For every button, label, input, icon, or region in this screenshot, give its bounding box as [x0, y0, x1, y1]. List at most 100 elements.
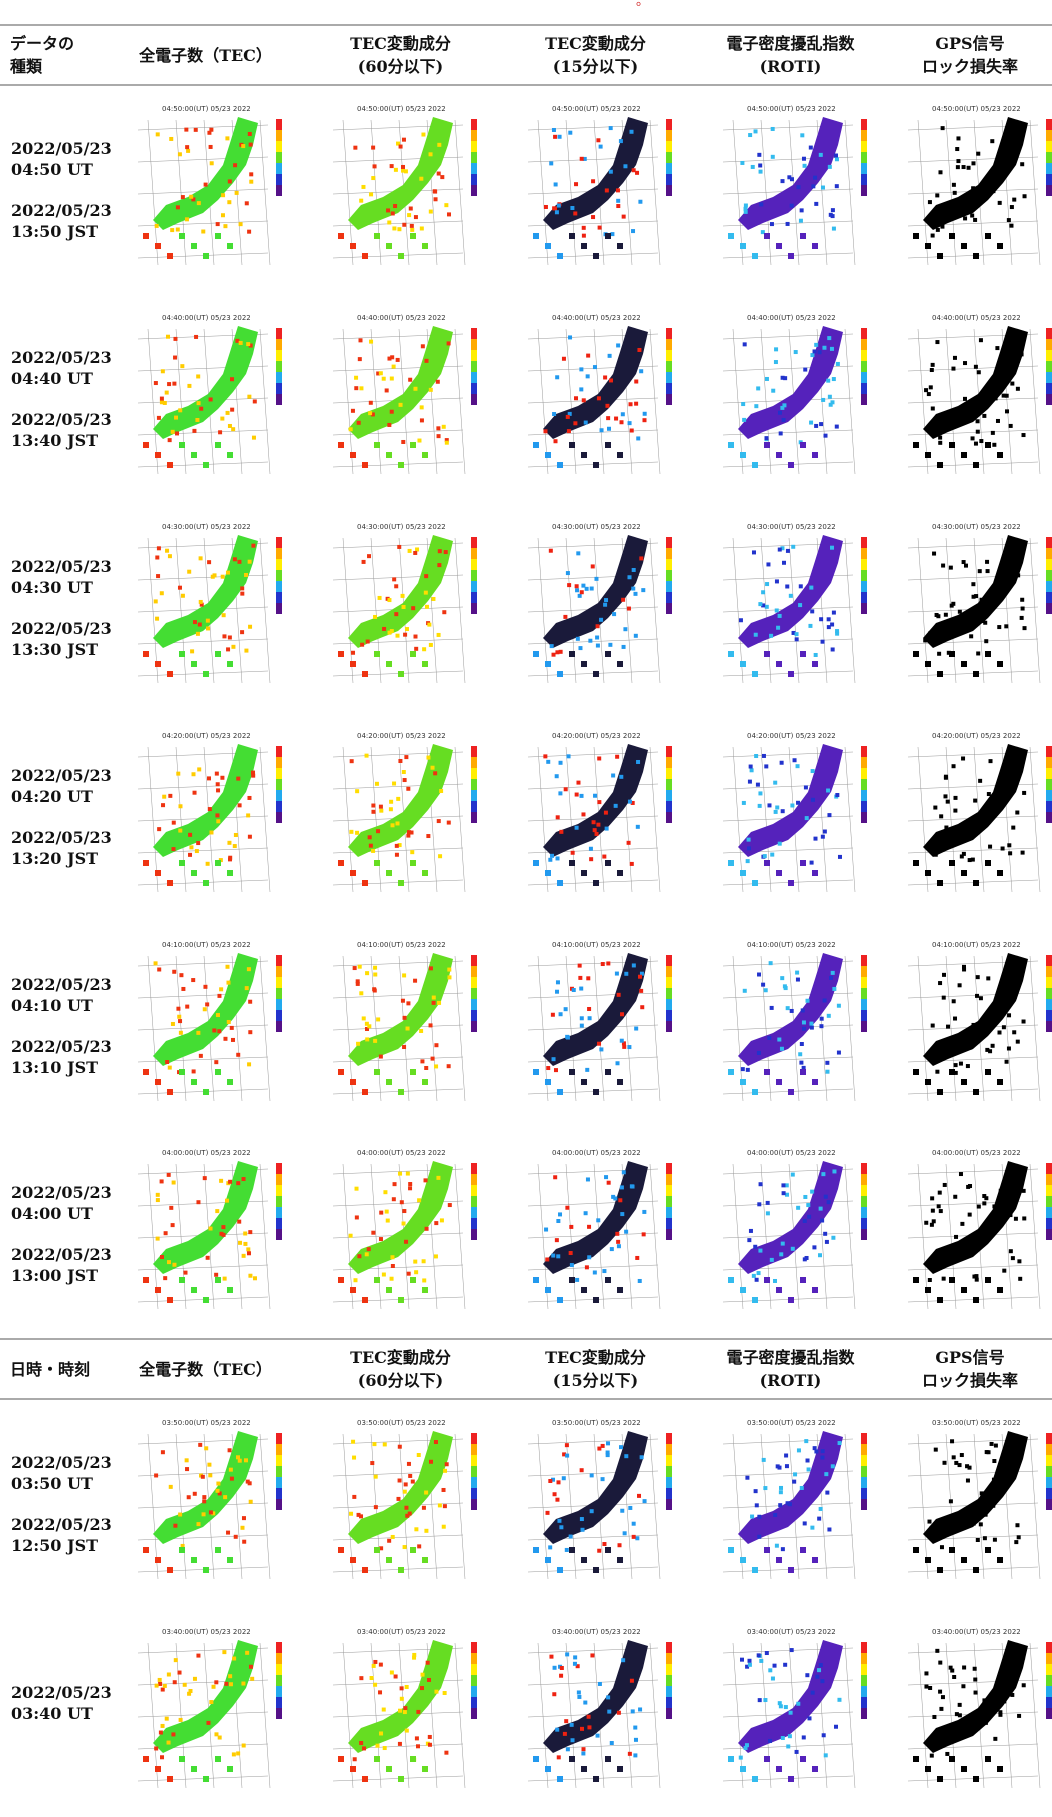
map-title: 04:20:00(UT) 05/23 2022	[552, 731, 641, 740]
column-header-line1: 電子密度擾乱指数	[726, 1348, 855, 1367]
column-header: 全電子数（TEC）	[108, 1338, 303, 1400]
map-cell: 03:40:00(UT) 05/23 2022	[693, 1608, 888, 1817]
time-jst: 2022/05/23 13:10 JST	[11, 1036, 112, 1077]
map-title: 04:50:00(UT) 05/23 2022	[747, 105, 836, 113]
map-title: 03:50:00(UT) 05/23 2022	[932, 1419, 1021, 1427]
map-title: 03:50:00(UT) 05/23 2022	[357, 1419, 446, 1427]
roti-map-image: 04:20:00(UT) 05/23 2022	[703, 732, 878, 902]
tec-map-image: 03:40:00(UT) 05/23 2022	[118, 1628, 293, 1798]
tec-map-image: 03:50:00(UT) 05/23 2022	[118, 1419, 293, 1589]
tec60-map-image: 04:20:00(UT) 05/23 2022	[313, 732, 488, 902]
map-title: 03:50:00(UT) 05/23 2022	[552, 1419, 641, 1427]
time-cell: 2022/05/23 04:50 UT 2022/05/23 13:50 JST	[0, 85, 112, 294]
tec60-map-image: 03:50:00(UT) 05/23 2022	[313, 1419, 488, 1589]
table-row: 2022/05/23 04:10 UT 2022/05/23 13:10 JST 0…	[0, 921, 1052, 1130]
lol-map-image: 04:50:00(UT) 05/23 2022	[888, 105, 1052, 275]
column-header-line1: GPS信号	[935, 1348, 1005, 1367]
column-header: TEC変動成分 (15分以下)	[498, 1338, 693, 1400]
column-header-line1: TEC変動成分	[545, 1348, 646, 1367]
column-header-line1: 電子密度擾乱指数	[726, 34, 855, 53]
map-title: 04:20:00(UT) 05/23 2022	[162, 731, 251, 740]
time-cell: 2022/05/23 03:50 UT 2022/05/23 12:50 JST	[0, 1399, 112, 1608]
time-cell: 2022/05/23 04:20 UT 2022/05/23 13:20 JST	[0, 712, 112, 921]
map-cell: 04:40:00(UT) 05/23 2022	[888, 294, 1052, 503]
time-cell: 2022/05/23 03:40 UT	[0, 1608, 112, 1817]
map-title: 04:20:00(UT) 05/23 2022	[747, 731, 836, 740]
tec-map-image: 04:40:00(UT) 05/23 2022	[118, 314, 293, 484]
time-jst: 2022/05/23 13:40 JST	[11, 409, 112, 450]
map-cell: 04:20:00(UT) 05/23 2022	[693, 712, 888, 921]
column-header: TEC変動成分 (60分以下)	[303, 1338, 498, 1400]
map-cell: 04:20:00(UT) 05/23 2022	[108, 712, 303, 921]
map-cell: 04:50:00(UT) 05/23 2022	[108, 85, 303, 294]
column-header: TEC変動成分 (15分以下)	[498, 24, 693, 86]
map-title: 04:50:00(UT) 05/23 2022	[552, 105, 641, 113]
map-cell: 04:50:00(UT) 05/23 2022	[693, 85, 888, 294]
map-cell: 04:20:00(UT) 05/23 2022	[498, 712, 693, 921]
roti-map-image: 03:40:00(UT) 05/23 2022	[703, 1628, 878, 1798]
column-header: GPS信号 ロック損失率	[888, 1338, 1052, 1400]
column-header: TEC変動成分 (60分以下)	[303, 24, 498, 86]
map-cell: 04:10:00(UT) 05/23 2022	[108, 921, 303, 1130]
map-cell: 04:30:00(UT) 05/23 2022	[693, 503, 888, 712]
map-cell: 04:10:00(UT) 05/23 2022	[693, 921, 888, 1130]
map-cell: 03:40:00(UT) 05/23 2022	[888, 1608, 1052, 1817]
tec15-map-image: 04:00:00(UT) 05/23 2022	[508, 1149, 683, 1319]
map-title: 04:10:00(UT) 05/23 2022	[932, 940, 1021, 949]
tec15-map-image: 04:50:00(UT) 05/23 2022	[508, 105, 683, 275]
time-ut: 2022/05/23 04:40 UT	[11, 347, 112, 388]
map-title: 04:10:00(UT) 05/23 2022	[747, 940, 836, 949]
time-ut: 2022/05/23 04:50 UT	[11, 139, 112, 179]
map-cell: 04:30:00(UT) 05/23 2022	[108, 503, 303, 712]
map-title: 04:40:00(UT) 05/23 2022	[162, 313, 251, 322]
map-title: 04:10:00(UT) 05/23 2022	[162, 940, 251, 949]
tec15-map-image: 04:40:00(UT) 05/23 2022	[508, 314, 683, 484]
column-header: GPS信号 ロック損失率	[888, 24, 1052, 86]
map-title: 03:40:00(UT) 05/23 2022	[357, 1627, 446, 1636]
time-cell: 2022/05/23 04:10 UT 2022/05/23 13:10 JST	[0, 921, 112, 1130]
roti-map-image: 04:00:00(UT) 05/23 2022	[703, 1149, 878, 1319]
table-row: 2022/05/23 04:30 UT 2022/05/23 13:30 JST 0…	[0, 503, 1052, 712]
table-row: 2022/05/23 04:20 UT 2022/05/23 13:20 JST 0…	[0, 712, 1052, 921]
map-cell: 04:50:00(UT) 05/23 2022	[498, 85, 693, 294]
tec60-map-image: 04:50:00(UT) 05/23 2022	[313, 105, 488, 275]
column-header-line2: ロック損失率	[921, 57, 1018, 76]
roti-map-image: 04:10:00(UT) 05/23 2022	[703, 941, 878, 1111]
roti-map-image: 03:50:00(UT) 05/23 2022	[703, 1419, 878, 1589]
map-title: 03:40:00(UT) 05/23 2022	[552, 1627, 641, 1636]
time-ut: 2022/05/23 03:40 UT	[11, 1682, 112, 1723]
map-title: 04:30:00(UT) 05/23 2022	[162, 522, 251, 531]
map-cell: 04:30:00(UT) 05/23 2022	[303, 503, 498, 712]
column-header-line1: 全電子数（TEC）	[139, 1359, 272, 1379]
map-cell: 03:50:00(UT) 05/23 2022	[303, 1399, 498, 1608]
tec60-map-image: 04:40:00(UT) 05/23 2022	[313, 314, 488, 484]
map-cell: 04:10:00(UT) 05/23 2022	[303, 921, 498, 1130]
time-jst: 2022/05/23 13:20 JST	[11, 827, 112, 868]
column-header-line1: TEC変動成分	[350, 34, 451, 53]
map-cell: 04:10:00(UT) 05/23 2022	[498, 921, 693, 1130]
map-title: 03:50:00(UT) 05/23 2022	[747, 1419, 836, 1427]
map-cell: 04:50:00(UT) 05/23 2022	[888, 85, 1052, 294]
tec60-map-image: 04:00:00(UT) 05/23 2022	[313, 1149, 488, 1319]
time-jst: 2022/05/23 13:30 JST	[11, 618, 112, 659]
tec-map-image: 04:30:00(UT) 05/23 2022	[118, 523, 293, 693]
time-ut: 2022/05/23 04:20 UT	[11, 765, 112, 806]
column-header-line1: TEC変動成分	[545, 34, 646, 53]
lol-map-image: 04:00:00(UT) 05/23 2022	[888, 1149, 1052, 1319]
column-header-line1: 全電子数（TEC）	[139, 45, 272, 65]
column-header-line1: 日時・時刻	[10, 1359, 91, 1379]
column-header: 電子密度擾乱指数 (ROTI)	[693, 1338, 888, 1400]
lol-map-image: 04:10:00(UT) 05/23 2022	[888, 941, 1052, 1111]
column-header: 電子密度擾乱指数 (ROTI)	[693, 24, 888, 86]
map-title: 04:20:00(UT) 05/23 2022	[932, 731, 1021, 740]
map-title: 04:40:00(UT) 05/23 2022	[747, 313, 836, 322]
map-cell: 04:00:00(UT) 05/23 2022	[888, 1130, 1052, 1339]
map-cell: 04:00:00(UT) 05/23 2022	[498, 1130, 693, 1339]
time-jst: 2022/05/23 13:50 JST	[11, 201, 112, 241]
column-header-line2: (60分以下)	[357, 1371, 444, 1390]
column-header-line2: (15分以下)	[552, 57, 639, 76]
table-row: 2022/05/23 03:50 UT 2022/05/23 12:50 JST 0…	[0, 1399, 1052, 1608]
map-title: 04:00:00(UT) 05/23 2022	[747, 1149, 836, 1157]
map-title: 04:40:00(UT) 05/23 2022	[357, 313, 446, 322]
map-title: 04:30:00(UT) 05/23 2022	[552, 522, 641, 531]
